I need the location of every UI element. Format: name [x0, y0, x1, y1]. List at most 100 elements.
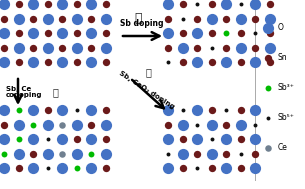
Point: [88, 137, 93, 140]
Point: [16, 17, 21, 20]
Point: [2, 32, 6, 35]
Point: [74, 108, 79, 112]
Point: [45, 167, 50, 170]
Point: [45, 60, 50, 64]
Point: [166, 32, 170, 35]
Point: [45, 32, 50, 35]
Point: [224, 46, 228, 49]
Point: [2, 108, 6, 112]
Point: [224, 123, 228, 126]
Text: Sb doping: Sb doping: [120, 19, 164, 28]
Point: [2, 123, 6, 126]
Point: [30, 167, 35, 170]
Point: [166, 152, 170, 155]
Point: [88, 2, 93, 5]
Point: [103, 108, 108, 112]
Point: [59, 152, 64, 155]
Text: Sn: Sn: [278, 53, 288, 63]
Point: [74, 32, 79, 35]
Point: [88, 17, 93, 20]
Point: [266, 26, 271, 29]
Point: [30, 17, 35, 20]
Text: Sb³⁺: Sb³⁺: [278, 84, 295, 92]
Point: [253, 60, 257, 64]
Point: [88, 32, 93, 35]
Point: [16, 152, 21, 155]
Point: [74, 167, 79, 170]
Point: [2, 152, 6, 155]
Point: [266, 87, 271, 90]
Point: [2, 167, 6, 170]
Point: [59, 32, 64, 35]
Point: [16, 32, 21, 35]
Point: [266, 146, 271, 149]
Point: [103, 17, 108, 20]
Point: [16, 123, 21, 126]
Point: [103, 137, 108, 140]
Point: [103, 123, 108, 126]
Point: [2, 17, 6, 20]
Point: [59, 2, 64, 5]
Point: [224, 167, 228, 170]
Text: O: O: [278, 23, 284, 33]
Point: [166, 137, 170, 140]
Point: [267, 46, 272, 49]
Point: [16, 137, 21, 140]
Point: [267, 2, 272, 5]
Point: [180, 167, 185, 170]
Point: [74, 152, 79, 155]
Point: [267, 17, 272, 20]
Point: [180, 123, 185, 126]
Point: [266, 57, 271, 60]
Point: [16, 46, 21, 49]
Point: [238, 2, 243, 5]
Point: [224, 32, 228, 35]
Point: [59, 123, 64, 126]
Point: [224, 2, 228, 5]
Point: [267, 60, 272, 64]
Text: 👔: 👔: [134, 12, 142, 25]
Point: [238, 46, 243, 49]
Point: [30, 46, 35, 49]
Point: [74, 46, 79, 49]
Point: [30, 123, 35, 126]
Point: [59, 17, 64, 20]
Point: [88, 46, 93, 49]
Text: Ce: Ce: [278, 143, 288, 153]
Point: [224, 17, 228, 20]
Point: [59, 46, 64, 49]
Point: [45, 2, 50, 5]
Point: [88, 108, 93, 112]
FancyArrowPatch shape: [132, 80, 164, 108]
Point: [209, 123, 214, 126]
Point: [238, 137, 243, 140]
Point: [224, 108, 228, 112]
Point: [238, 167, 243, 170]
Point: [195, 137, 199, 140]
Point: [195, 2, 199, 5]
Point: [238, 123, 243, 126]
Point: [209, 2, 214, 5]
Point: [253, 123, 257, 126]
Point: [209, 137, 214, 140]
Point: [266, 116, 271, 119]
Point: [253, 17, 257, 20]
Point: [180, 60, 185, 64]
Text: Sb, CeO₂ doping: Sb, CeO₂ doping: [118, 70, 176, 110]
Point: [16, 167, 21, 170]
Point: [2, 46, 6, 49]
Point: [195, 167, 199, 170]
Point: [166, 108, 170, 112]
Point: [88, 60, 93, 64]
Point: [59, 60, 64, 64]
Point: [166, 123, 170, 126]
Point: [209, 152, 214, 155]
Point: [166, 17, 170, 20]
Point: [45, 123, 50, 126]
Point: [224, 152, 228, 155]
Point: [2, 60, 6, 64]
Point: [180, 137, 185, 140]
Text: 🏃: 🏃: [145, 67, 151, 77]
Point: [195, 32, 199, 35]
Point: [195, 17, 199, 20]
